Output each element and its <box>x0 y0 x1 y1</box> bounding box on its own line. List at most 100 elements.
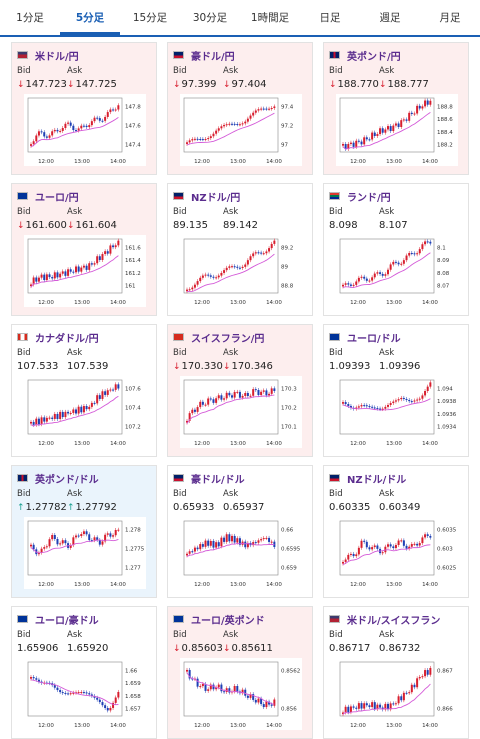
x-tick-label: 12:00 <box>194 582 210 588</box>
candle <box>392 125 395 132</box>
price-values: 107.533 107.539 <box>17 359 151 374</box>
candle <box>368 406 371 408</box>
tab-6[interactable]: 日足 <box>319 12 341 24</box>
currency-pair-link[interactable]: カナダドル/円 <box>35 333 99 345</box>
currency-card[interactable]: 英ポンド/ドル Bid Ask ↑1.27782 ↑1.27792 1.278 1.2775… <box>11 465 157 598</box>
currency-pair-link[interactable]: ユーロ/豪ドル <box>35 615 99 627</box>
tab-4[interactable]: 30分足 <box>192 12 228 24</box>
currency-pair-link[interactable]: 豪ドル/ドル <box>191 474 245 486</box>
tab-2[interactable]: 5分足 <box>60 0 120 35</box>
mini-candlestick-chart[interactable]: 107.6 107.4 107.2 12:00 13:00 14:00 <box>24 376 146 448</box>
candle <box>429 382 432 387</box>
currency-card[interactable]: NZドル/ドル Bid Ask 0.60335 0.60349 0.6035 0.603 0.… <box>323 465 469 598</box>
mini-candlestick-chart[interactable]: 1.278 1.2775 1.277 12:00 13:00 14:00 <box>24 517 146 589</box>
tab-3[interactable]: 15分足 <box>132 12 168 24</box>
mini-candlestick-chart[interactable]: 0.8562 0.856 12:00 13:00 14:00 <box>180 658 302 730</box>
currency-pair-link[interactable]: 豪ドル/円 <box>191 51 235 63</box>
currency-pair-link[interactable]: ランド/円 <box>347 192 391 204</box>
currency-card[interactable]: スイスフラン/円 Bid Ask ↓170.330 ↓170.346 170.3 170.2… <box>167 324 313 457</box>
currency-pair-link[interactable]: スイスフラン/円 <box>191 333 265 345</box>
card-title: カナダドル/円 <box>17 329 151 345</box>
candle <box>231 535 233 542</box>
candle <box>360 276 363 278</box>
mini-candlestick-chart[interactable]: 89.2 89 88.8 12:00 13:00 14:00 <box>180 235 302 307</box>
currency-pair-link[interactable]: ユーロ/ドル <box>347 333 401 345</box>
candle <box>90 121 93 126</box>
candle <box>349 706 352 713</box>
currency-pair-link[interactable]: 米ドル/スイスフラン <box>347 615 441 627</box>
candle <box>191 139 194 141</box>
currency-card[interactable]: ユーロ/円 Bid Ask ↓161.600 ↓161.604 161.6 161.4 161… <box>11 183 157 316</box>
currency-card[interactable]: ランド/円 Bid Ask 8.098 8.107 8.1 8.09 8.08 8.07 12:0… <box>323 183 469 316</box>
currency-card[interactable]: 英ポンド/円 Bid Ask ↓188.770 ↓188.777 188.8 188.6 18… <box>323 42 469 175</box>
bid-value-group: ↓188.770 <box>329 79 379 90</box>
mini-candlestick-chart[interactable]: 1.66 1.659 1.658 1.657 12:00 13:00 14:00 <box>24 658 146 730</box>
price-labels: Bid Ask <box>17 630 151 641</box>
candle <box>88 125 91 128</box>
currency-card[interactable]: 豪ドル/円 Bid Ask ↓97.399 ↓97.404 97.4 97.2 97 12:00… <box>167 42 313 175</box>
candle <box>51 417 54 419</box>
currency-card[interactable]: ユーロ/豪ドル Bid Ask 1.65906 1.65920 1.66 1.659 1.65… <box>11 606 157 739</box>
candle <box>265 108 268 110</box>
candle <box>371 132 374 140</box>
price-labels: Bid Ask <box>329 207 463 218</box>
mini-candlestick-chart[interactable]: 161.6 161.4 161.2 161 12:00 13:00 14:00 <box>24 235 146 307</box>
currency-card[interactable]: 米ドル/スイスフラン Bid Ask 0.86717 0.86732 0.867 0.866… <box>323 606 469 739</box>
price-labels: Bid Ask <box>17 66 151 77</box>
currency-pair-link[interactable]: NZドル/ドル <box>347 474 407 486</box>
currency-card[interactable]: ユーロ/ドル Bid Ask 1.09393 1.09396 1.094 1.0938 1.0… <box>323 324 469 457</box>
bid-value: 188.770 <box>337 79 379 90</box>
moving-average-line <box>30 395 119 427</box>
currency-card[interactable]: NZドル/円 Bid Ask 89.135 89.142 89.2 89 88.8 12:00 1… <box>167 183 313 316</box>
mini-candlestick-chart[interactable]: 188.8 188.6 188.4 188.2 12:00 13:00 14:00 <box>336 94 458 166</box>
candle <box>402 119 405 121</box>
currency-pair-link[interactable]: 英ポンド/円 <box>347 51 401 63</box>
mini-candlestick-chart[interactable]: 0.867 0.866 12:00 13:00 14:00 <box>336 658 458 730</box>
currency-pair-link[interactable]: ユーロ/円 <box>35 192 79 204</box>
candle <box>193 138 196 140</box>
mini-candlestick-chart[interactable]: 1.094 1.0938 1.0936 1.0934 12:00 13:00 14:00 <box>336 376 458 448</box>
candle <box>69 693 72 695</box>
tab-8[interactable]: 月足 <box>439 12 461 24</box>
x-tick-label: 14:00 <box>110 159 126 165</box>
x-tick-label: 14:00 <box>266 159 282 165</box>
mini-candlestick-chart[interactable]: 0.66 0.6595 0.659 12:00 13:00 14:00 <box>180 517 302 589</box>
ask-value-group: ↓161.604 <box>67 220 117 231</box>
mini-candlestick-chart[interactable]: 0.6035 0.603 0.6025 12:00 13:00 14:00 <box>336 517 458 589</box>
mini-candlestick-chart[interactable]: 147.8 147.6 147.4 12:00 13:00 14:00 <box>24 94 146 166</box>
candle <box>220 126 223 129</box>
currency-card[interactable]: 豪ドル/ドル Bid Ask 0.65933 0.65937 0.66 0.6595 0.65… <box>167 465 313 598</box>
candle <box>389 703 392 710</box>
currency-pair-link[interactable]: ユーロ/英ポンド <box>191 615 265 627</box>
candle <box>93 402 96 404</box>
down-arrow-icon: ↓ <box>223 362 231 372</box>
candle <box>98 395 101 399</box>
candle <box>392 261 395 265</box>
candle <box>196 138 199 140</box>
candle <box>373 702 376 710</box>
mini-candlestick-chart[interactable]: 170.3 170.2 170.1 12:00 13:00 14:00 <box>180 376 302 448</box>
candle <box>233 266 236 268</box>
mini-candlestick-chart[interactable]: 97.4 97.2 97 12:00 13:00 14:00 <box>180 94 302 166</box>
currency-pair-link[interactable]: 英ポンド/ドル <box>35 474 99 486</box>
candle <box>201 139 204 141</box>
tab-7[interactable]: 週足 <box>379 12 401 24</box>
x-tick-label: 12:00 <box>194 159 210 165</box>
mini-candlestick-chart[interactable]: 8.1 8.09 8.08 8.07 12:00 13:00 14:00 <box>336 235 458 307</box>
card-title: NZドル/円 <box>173 188 307 204</box>
currency-card[interactable]: 米ドル/円 Bid Ask ↓147.723 ↓147.725 147.8 147.6 147… <box>11 42 157 175</box>
candle <box>363 703 366 709</box>
currency-pair-link[interactable]: NZドル/円 <box>191 192 241 204</box>
down-arrow-icon: ↓ <box>329 80 337 90</box>
tab-1[interactable]: 1分足 <box>16 12 44 24</box>
tab-5[interactable]: 1時間足 <box>250 12 290 24</box>
candle <box>260 698 263 705</box>
x-tick-label: 14:00 <box>422 300 438 306</box>
currency-card[interactable]: カナダドル/円 Bid Ask 107.533 107.539 107.6 107.4 107… <box>11 324 157 457</box>
currency-pair-link[interactable]: 米ドル/円 <box>35 51 79 63</box>
candle <box>199 138 202 140</box>
candle <box>236 266 239 268</box>
candle <box>236 391 239 393</box>
candle <box>416 678 419 688</box>
currency-card[interactable]: ユーロ/英ポンド Bid Ask ↓0.85603 ↓0.85611 0.8562 0.85… <box>167 606 313 739</box>
